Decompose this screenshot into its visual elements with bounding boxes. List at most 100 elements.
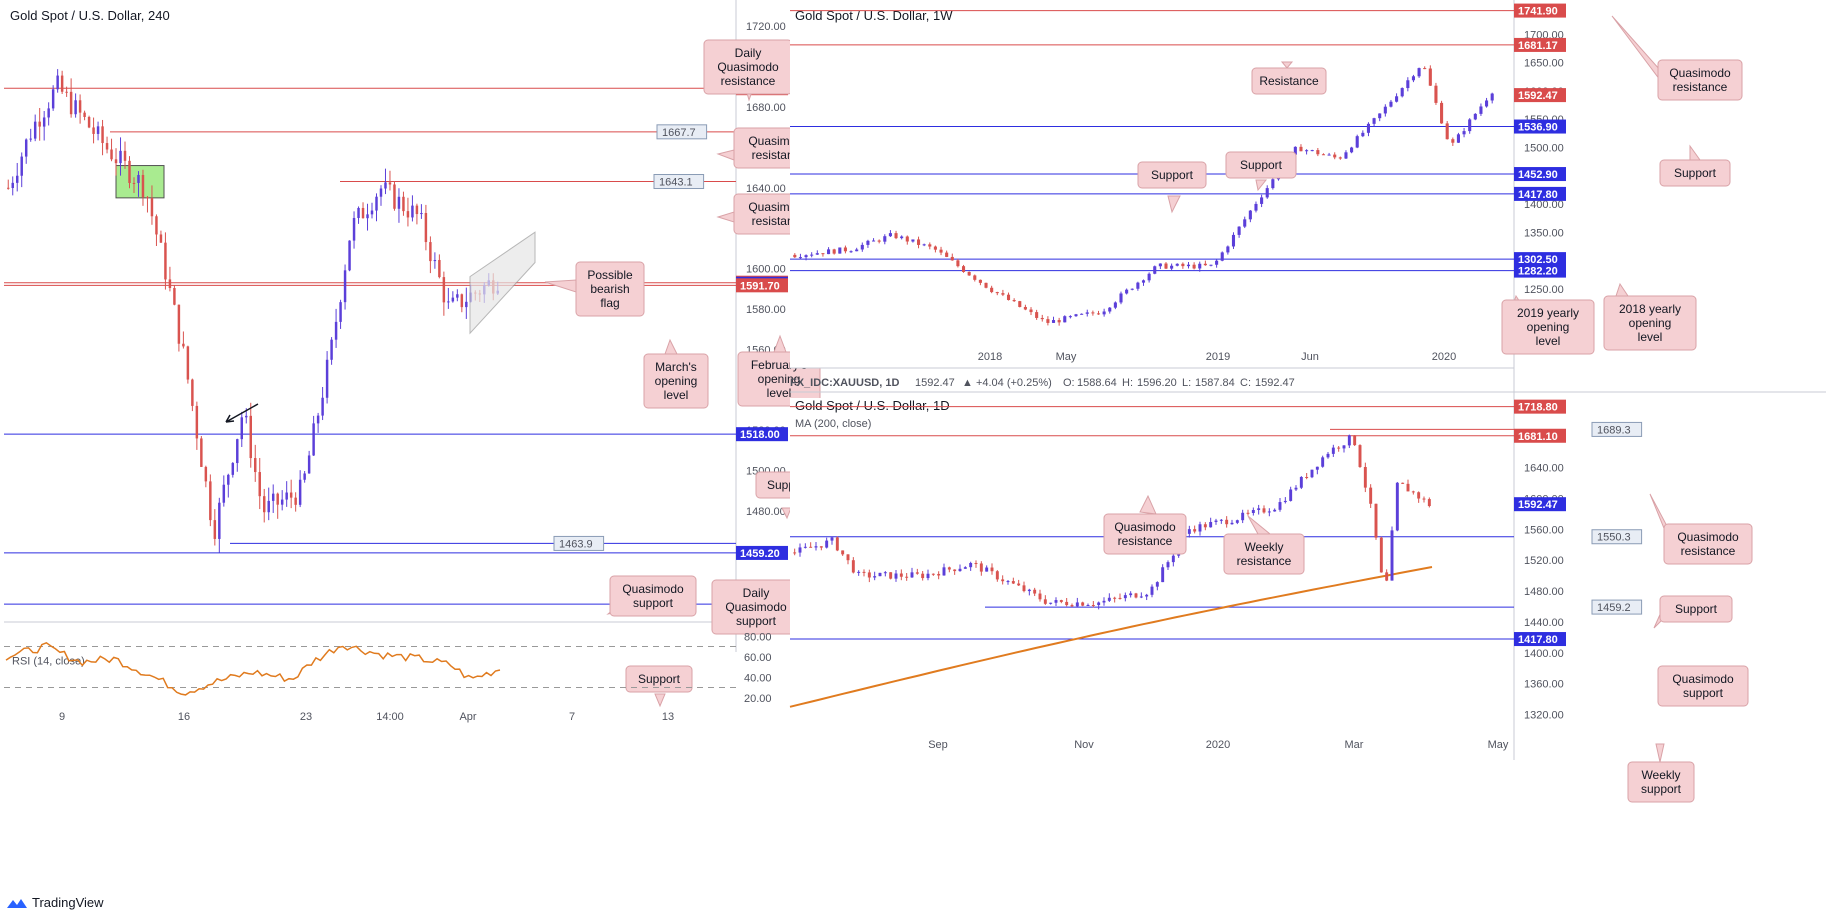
h4-tag-1463: 1463.9 [553, 535, 605, 551]
h4-tag-1667: 1667.7 [656, 124, 708, 140]
h4-candles [7, 69, 499, 553]
weekly-x-tick: 2019 [1206, 351, 1230, 363]
weekly-price-label: 1302.50 [1514, 252, 1566, 267]
daily-candle [942, 567, 946, 576]
h4-y-tick: 1680.00 [746, 102, 786, 114]
h4-rsi-line [5, 641, 501, 696]
h4-candle [451, 297, 455, 302]
h4-candle [204, 466, 208, 482]
footer-brand[interactable]: TradingView [6, 895, 104, 910]
weekly-frame [790, 0, 1515, 398]
weekly-price-label-text: 1741.90 [1518, 6, 1558, 18]
h4-candle [276, 493, 279, 505]
daily-tag-1689-text: 1689.3 [1597, 424, 1631, 436]
weekly-callout-qm-resistance-text: resistance [1673, 80, 1728, 94]
daily-candle [1294, 487, 1298, 490]
weekly-candle [1490, 93, 1494, 101]
h4-price-label-bg [736, 545, 788, 560]
weekly-callout-support-2: Support [1225, 151, 1297, 192]
daily-candle [1326, 453, 1330, 458]
daily-price-label-text: 1681.10 [1518, 431, 1558, 443]
daily-y-tick: 1520.00 [1524, 555, 1564, 567]
h4-candle [119, 150, 122, 164]
daily-callout-qm-resistance-box [1103, 513, 1187, 555]
weekly-candle [900, 236, 904, 239]
h4-candle [213, 520, 217, 539]
h4-candle [388, 182, 392, 185]
daily-callout-weekly-resistance-box [1223, 533, 1305, 575]
weekly-candle [1226, 246, 1230, 253]
weekly-x-tick: Jun [1301, 351, 1319, 363]
weekly-candle [1254, 203, 1258, 211]
daily-tag-1459-bg [1591, 599, 1643, 615]
h4-callout-support-1433-pointer [654, 693, 666, 708]
daily-candle [894, 573, 898, 579]
daily-price-label-text: 1592.47 [1518, 499, 1558, 511]
h4-candle [128, 160, 131, 183]
h4-candle [245, 415, 248, 418]
daily-candle [1353, 435, 1357, 446]
h4-candle [316, 415, 320, 424]
h4-tag-1463-bg [553, 535, 605, 551]
daily-candle [1193, 529, 1197, 532]
daily-y-tick: 1360.00 [1524, 679, 1564, 691]
weekly-candle [1181, 263, 1185, 267]
daily-candle [1315, 466, 1319, 470]
daily-candle [1337, 447, 1341, 449]
daily-tag-1550-bg [1591, 529, 1643, 545]
daily-price-label-bg [1514, 497, 1566, 512]
h4-candle [375, 196, 378, 211]
weekly-candle [1006, 294, 1011, 301]
daily-price-label-bg [1514, 632, 1566, 647]
weekly-candle [1108, 307, 1112, 312]
weekly-candle [950, 256, 954, 261]
weekly-x-tick: 2018 [978, 351, 1002, 363]
h4-candle [24, 139, 28, 157]
daily-candle [857, 571, 861, 573]
h4-price-label-text: 1518.00 [740, 429, 780, 441]
h4-candle [146, 197, 149, 199]
weekly-price-label: 1741.90 [1514, 3, 1566, 18]
weekly-y-tick: 1250.00 [1524, 284, 1564, 296]
daily-candle [969, 563, 973, 568]
weekly-callout-2018-open-text: opening [1629, 316, 1672, 330]
daily-candle [1155, 582, 1159, 587]
weekly-candle [956, 260, 960, 267]
weekly-candle [973, 275, 977, 280]
weekly-price-label: 1417.80 [1514, 186, 1566, 201]
weekly-candle [1434, 85, 1438, 103]
weekly-callout-2019-open-text: opening [1527, 320, 1570, 334]
h4-candle [173, 288, 176, 305]
h4-callout-bearish-flag-text: flag [600, 296, 619, 310]
weekly-candle [827, 249, 831, 255]
weekly-callout-2018-open-text: 2018 yearly [1619, 302, 1681, 316]
h4-candle [227, 474, 230, 485]
daily-candle [1401, 482, 1405, 484]
daily-candle [1278, 502, 1282, 510]
weekly-candle [1265, 188, 1269, 198]
h4-rsi-label: RSI (14, close) [12, 656, 85, 668]
h4-price-label-text: 1591.70 [740, 280, 780, 292]
h4-bearish-flag-channel [469, 231, 536, 335]
h4-tag-1463-text: 1463.9 [559, 538, 593, 550]
daily-candle [995, 571, 999, 580]
brand-label: TradingView [32, 895, 104, 910]
weekly-callout-resistance-box [1251, 67, 1327, 95]
weekly-candle [1383, 106, 1387, 114]
weekly-candle [1096, 313, 1101, 315]
daily-candle [798, 547, 802, 553]
h4-candle [47, 108, 50, 118]
daily-candle [1065, 601, 1069, 606]
h4-candle [132, 182, 136, 184]
h4-callout-march-open-text: opening [655, 374, 698, 388]
weekly-candle [1378, 113, 1382, 119]
h4-candle [339, 302, 342, 322]
daily-candle [1390, 530, 1394, 581]
weekly-candle [1057, 320, 1061, 323]
daily-tag-1550-text: 1550.3 [1597, 532, 1631, 544]
daily-callout-support-text: Support [1675, 602, 1718, 616]
weekly-title: Gold Spot / U.S. Dollar, 1W [795, 8, 953, 23]
daily-candle [1273, 509, 1277, 512]
